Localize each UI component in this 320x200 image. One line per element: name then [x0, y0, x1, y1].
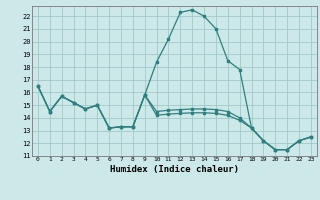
X-axis label: Humidex (Indice chaleur): Humidex (Indice chaleur) [110, 165, 239, 174]
